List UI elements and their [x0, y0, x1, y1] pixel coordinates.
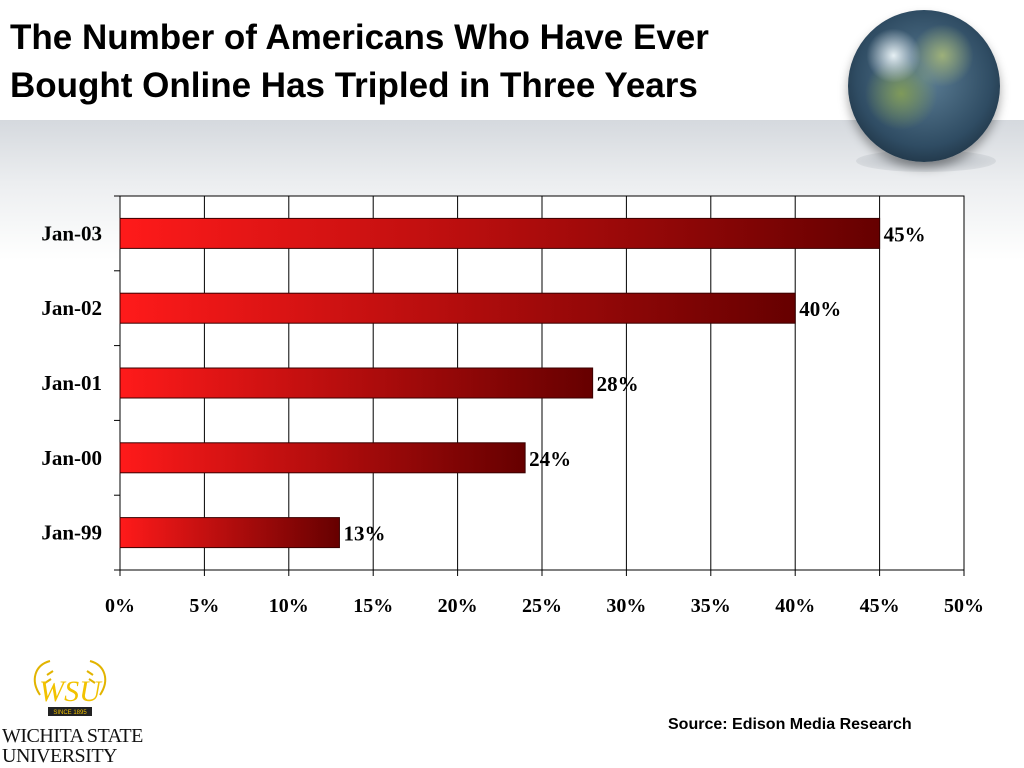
x-tick-label: 20%: [438, 595, 478, 617]
data-label: 45%: [884, 222, 926, 246]
logo-emblem: WSU SINCE 1895: [33, 660, 107, 716]
category-label: Jan-02: [41, 296, 102, 320]
logo-letters: WSU: [39, 675, 103, 708]
logo-ribbon: SINCE 1895: [53, 710, 87, 716]
data-label: 13%: [343, 522, 385, 546]
data-label: 40%: [799, 297, 841, 321]
x-tick-label: 10%: [269, 595, 309, 617]
category-label: Jan-01: [41, 371, 102, 395]
slide-title: The Number of Americans Who Have Ever Bo…: [10, 14, 850, 110]
bar-jan-99: [119, 517, 340, 549]
x-tick-label: 30%: [606, 595, 646, 617]
category-label: Jan-03: [41, 221, 102, 245]
logo-line-2: UNIVERSITY: [2, 745, 118, 767]
bar-jan-03: [119, 217, 881, 249]
x-tick-label: 45%: [860, 595, 900, 617]
x-tick-label: 40%: [775, 595, 815, 617]
source-note: Source: Edison Media Research: [668, 716, 912, 733]
x-tick-label: 15%: [353, 595, 393, 617]
x-tick-label: 25%: [522, 595, 562, 617]
title-line-1: The Number of Americans Who Have Ever: [10, 18, 709, 57]
x-tick-label: 35%: [691, 595, 731, 617]
data-label: 24%: [529, 447, 571, 471]
category-label: Jan-00: [41, 446, 102, 470]
bar-jan-00: [119, 442, 526, 474]
data-label: 28%: [597, 372, 639, 396]
x-tick-label: 0%: [105, 595, 135, 617]
x-tick-label: 5%: [189, 595, 219, 617]
x-tick-label: 50%: [944, 595, 984, 617]
bar-jan-01: [119, 367, 594, 399]
globe-image: [848, 10, 1000, 162]
logo-line-1: WICHITA STATE: [2, 725, 143, 747]
university-logo: WSU SINCE 1895 WICHITA STATE UNIVERSITY: [0, 655, 143, 767]
bar-jan-02: [119, 292, 796, 324]
title-line-2: Bought Online Has Tripled in Three Years: [10, 66, 698, 105]
category-label: Jan-99: [41, 521, 102, 545]
